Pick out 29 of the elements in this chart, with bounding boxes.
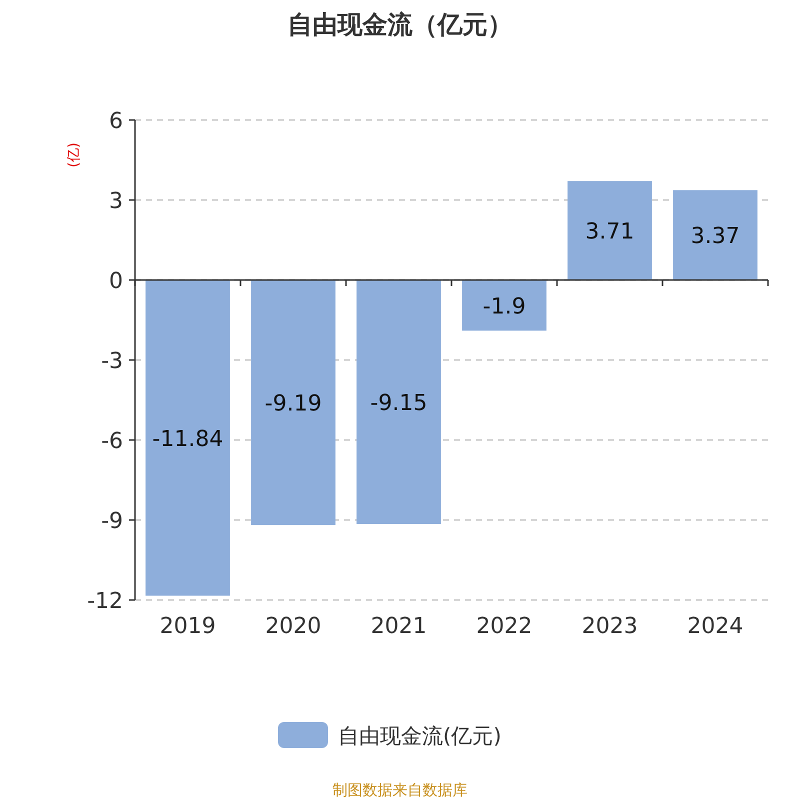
y-tick-label: -12 xyxy=(87,589,123,614)
y-tick-label: -9 xyxy=(101,509,123,534)
y-axis-title: (亿) xyxy=(66,142,82,168)
data-label: -9.19 xyxy=(264,392,322,417)
x-tick-label: 2023 xyxy=(582,614,638,639)
data-label: -9.15 xyxy=(370,391,428,416)
bar xyxy=(356,280,441,524)
chart-title: 自由现金流（亿元） xyxy=(288,10,512,39)
bar xyxy=(251,280,336,526)
bar xyxy=(568,181,652,280)
y-tick-label: 0 xyxy=(109,269,123,294)
x-tick-label: 2021 xyxy=(370,614,427,639)
bar xyxy=(462,280,546,331)
bar xyxy=(673,190,758,280)
x-tick-label: 2020 xyxy=(265,614,322,639)
y-tick-label: 3 xyxy=(109,189,123,214)
x-tick-label: 2022 xyxy=(476,614,532,639)
x-tick-label: 2019 xyxy=(160,614,216,639)
y-tick-label: 6 xyxy=(109,109,123,134)
data-label: -1.9 xyxy=(482,294,526,320)
data-label: 3.37 xyxy=(690,224,740,250)
x-tick-label: 2024 xyxy=(687,614,744,639)
legend-label: 自由现金流(亿元) xyxy=(338,724,502,748)
y-tick-label: -6 xyxy=(101,429,123,454)
text: 制图数据来自数据库 xyxy=(332,781,468,799)
y-tick-label: -3 xyxy=(101,349,123,374)
bar xyxy=(146,280,230,596)
data-label: 3.71 xyxy=(585,220,634,245)
data-label: -11.84 xyxy=(152,426,224,452)
